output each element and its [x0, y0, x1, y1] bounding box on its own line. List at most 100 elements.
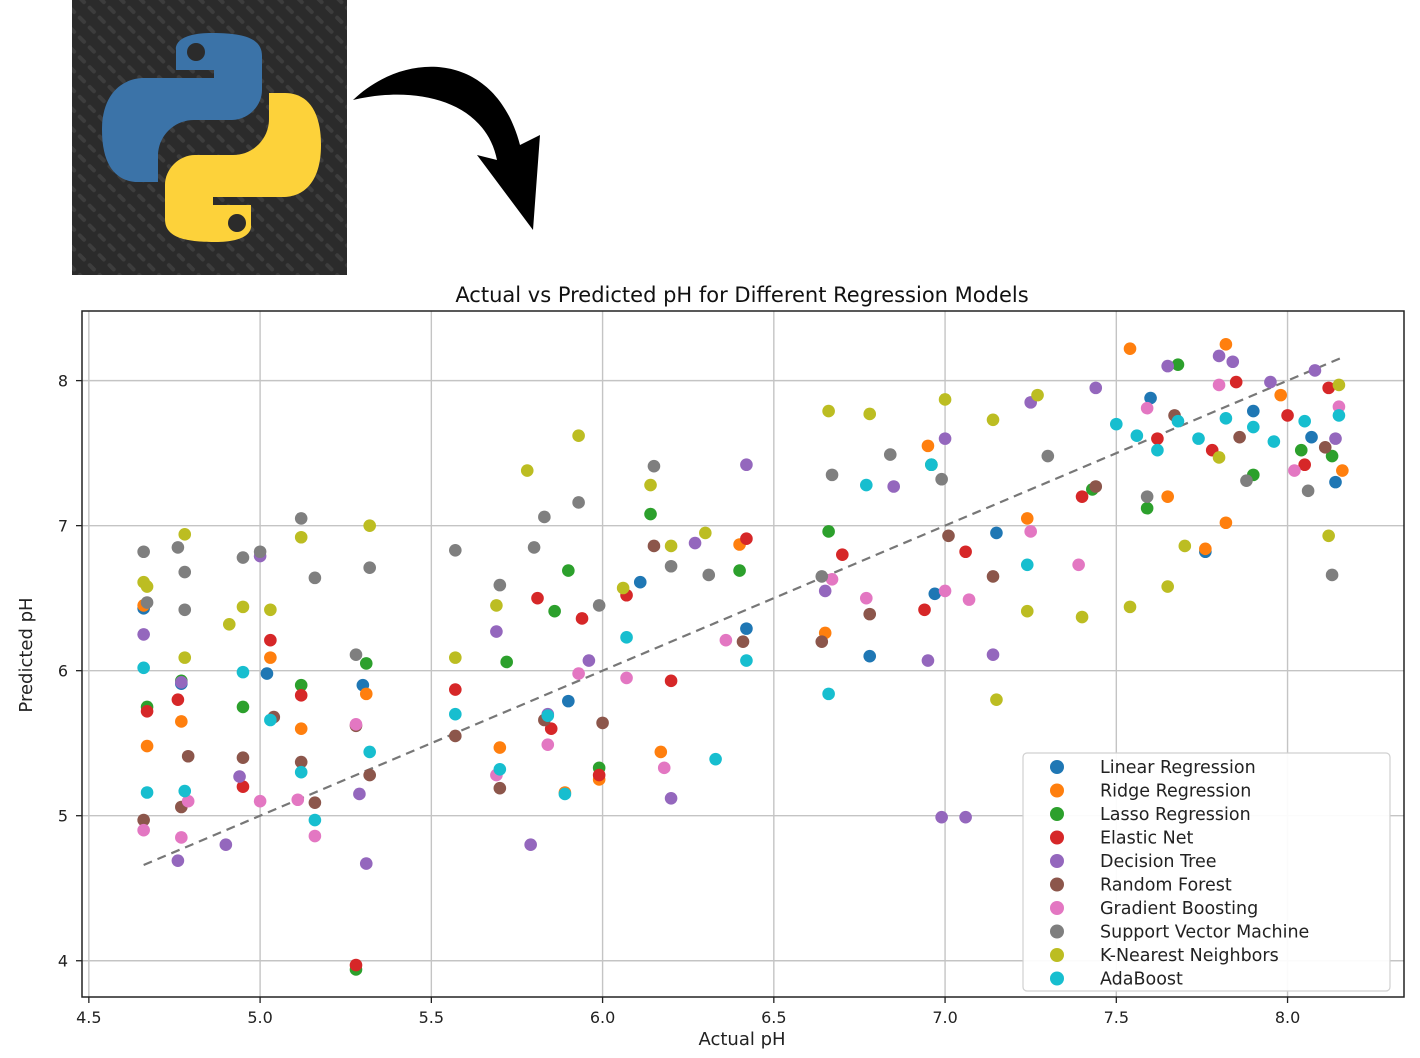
data-point — [219, 838, 233, 852]
data-point — [1281, 409, 1294, 422]
data-point — [490, 599, 503, 612]
data-point — [1298, 414, 1311, 428]
data-point — [883, 448, 897, 461]
data-point — [541, 738, 555, 751]
data-point — [664, 792, 678, 805]
data-point — [1212, 451, 1226, 464]
data-point — [236, 600, 250, 614]
data-point — [836, 548, 849, 561]
data-point — [709, 752, 722, 766]
data-point — [291, 793, 305, 807]
scatter-chart: Actual vs Predicted pH for Different Reg… — [16, 283, 1405, 1050]
data-point — [1140, 490, 1154, 503]
legend-marker — [1050, 877, 1064, 892]
data-point — [175, 675, 188, 689]
data-point — [558, 787, 572, 801]
data-point — [616, 581, 630, 595]
data-point — [524, 838, 537, 852]
data-point — [818, 584, 832, 598]
data-point — [1247, 404, 1260, 418]
data-point — [986, 648, 1000, 662]
data-point — [959, 545, 972, 559]
curved-arrow-down-icon — [345, 60, 615, 245]
data-point — [699, 526, 712, 540]
data-point — [887, 480, 900, 493]
data-point — [1072, 558, 1085, 572]
legend-label: Gradient Boosting — [1100, 899, 1258, 919]
data-point — [363, 519, 376, 532]
data-point — [740, 622, 753, 635]
data-point — [236, 665, 250, 679]
legend-marker — [1050, 830, 1064, 845]
data-point — [990, 526, 1003, 540]
data-point — [178, 528, 192, 541]
y-tick-label: 6 — [58, 662, 68, 681]
data-point — [493, 578, 507, 592]
data-point — [740, 532, 753, 545]
legend-label: Elastic Net — [1100, 829, 1194, 849]
python-logo-tile — [72, 0, 347, 275]
data-point — [1332, 409, 1346, 422]
data-point — [175, 715, 188, 728]
data-point — [1171, 358, 1185, 371]
data-point — [178, 651, 192, 664]
data-point — [1212, 378, 1226, 392]
data-point — [644, 507, 657, 521]
x-tick-label: 8.0 — [1275, 1008, 1300, 1027]
data-point — [236, 780, 250, 794]
data-point — [1020, 604, 1034, 618]
data-point — [1294, 443, 1308, 457]
x-tick-label: 4.5 — [76, 1008, 101, 1027]
data-point — [815, 635, 829, 648]
legend-label: Ridge Regression — [1100, 782, 1251, 802]
series-k-nearest-neighbors — [137, 378, 1346, 706]
data-point — [349, 718, 363, 731]
data-point — [1161, 359, 1174, 373]
data-point — [1144, 391, 1157, 405]
data-point — [181, 794, 195, 808]
data-point — [493, 741, 507, 754]
data-point — [137, 823, 150, 837]
data-point — [294, 755, 308, 769]
data-point — [925, 458, 938, 472]
data-point — [921, 439, 935, 453]
x-tick-label: 7.5 — [1104, 1008, 1129, 1027]
data-point — [1322, 381, 1335, 395]
data-point — [264, 633, 277, 647]
data-point — [928, 587, 942, 601]
data-point — [181, 749, 195, 763]
data-point — [733, 564, 746, 577]
data-point — [1219, 412, 1233, 425]
data-point — [493, 763, 507, 776]
data-point — [264, 713, 277, 727]
data-point — [1089, 381, 1103, 395]
data-point — [294, 689, 308, 702]
data-point — [500, 655, 513, 669]
data-point — [825, 468, 839, 482]
y-tick-label: 8 — [58, 372, 68, 391]
data-point — [1041, 449, 1055, 463]
series-adaboost — [137, 409, 1346, 827]
data-point — [918, 603, 931, 617]
data-point — [222, 617, 236, 631]
data-point — [572, 429, 585, 443]
data-point — [562, 694, 575, 708]
data-point — [1151, 432, 1164, 445]
data-point — [620, 631, 633, 644]
data-point — [592, 768, 606, 782]
legend-marker — [1050, 760, 1064, 774]
legend-label: K-Nearest Neighbors — [1100, 946, 1279, 966]
y-tick-label: 5 — [58, 807, 68, 826]
plot-area-frame — [81, 310, 1405, 998]
data-point — [137, 813, 150, 827]
x-tick-label: 6.0 — [590, 1008, 615, 1027]
data-point — [938, 393, 952, 406]
data-point — [959, 810, 972, 824]
data-point — [294, 512, 308, 525]
data-point — [572, 667, 585, 680]
data-point — [1192, 432, 1205, 445]
data-point — [688, 536, 702, 550]
data-point — [1274, 388, 1288, 402]
data-point — [178, 603, 192, 617]
data-point — [531, 591, 544, 605]
